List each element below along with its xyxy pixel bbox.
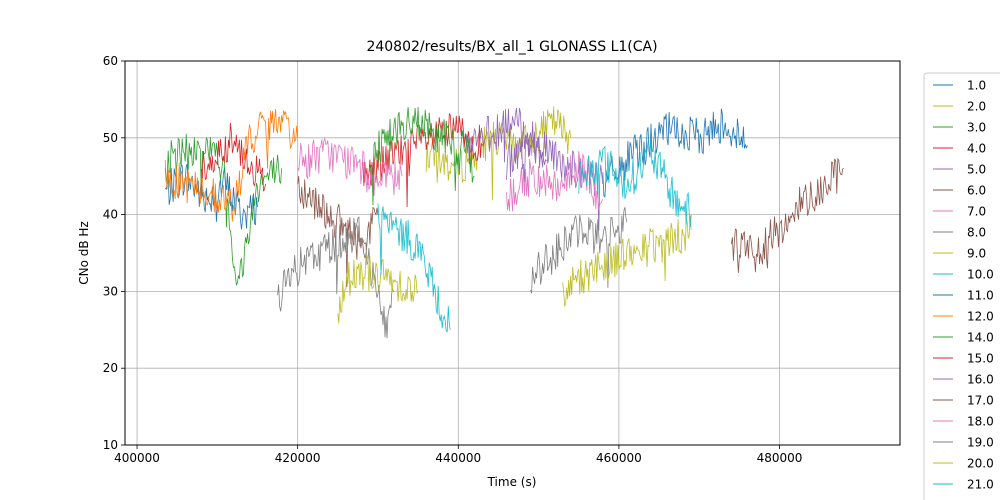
series-line [578,138,692,227]
series-line [730,157,844,273]
x-tick-label: 420000 [275,451,321,465]
series-line [369,106,475,206]
legend-label: 17.0 [967,394,994,408]
x-axis-label: Time (s) [487,475,537,489]
y-tick-label: 20 [103,361,118,375]
y-tick-label: 50 [103,131,118,145]
series-line [562,216,692,307]
legend-label: 15.0 [967,352,994,366]
x-tick-label: 480000 [757,451,803,465]
legend-label: 2.0 [967,100,986,114]
legend-label: 6.0 [967,184,986,198]
legend-label: 12.0 [967,310,994,324]
legend-label: 1.0 [967,79,986,93]
series-line [277,216,395,339]
x-tick-label: 400000 [114,451,160,465]
series-line [377,203,451,333]
legend-label: 16.0 [967,373,994,387]
y-tick-label: 60 [103,54,118,68]
series-line [361,112,483,208]
y-tick-label: 10 [103,438,118,452]
series-line [297,136,403,197]
legend-label: 11.0 [967,289,994,303]
legend-box [923,72,1000,500]
legend: 1.0 2.0 3.0 4.0 5.0 6.0 7.0 8.0 9.0 10.0 11.0 12.0 1… [923,72,1000,500]
series-line [164,133,282,286]
series-line [506,131,604,231]
ticks: 400000 420000 440000 460000 480000 10 20 30 40 50… [103,54,803,465]
series-line [200,122,266,192]
legend-label: 14.0 [967,331,994,345]
legend-label: 21.0 [967,478,994,492]
y-tick-label: 30 [103,284,118,298]
legend-label: 8.0 [967,226,986,240]
axes-frame [124,60,901,446]
series-line [297,175,379,288]
legend-label: 10.0 [967,268,994,282]
legend-label: 19.0 [967,436,994,450]
series-line [506,150,604,212]
legend-label: 20.0 [967,457,994,471]
chart-title: 240802/results/BX_all_1 GLONASS L1(CA) [366,39,657,55]
legend-label: 7.0 [967,205,986,219]
y-axis-label: CNo dB Hz [77,221,91,285]
legend-label: 5.0 [967,163,986,177]
legend-label: 9.0 [967,247,986,261]
series-line [164,108,299,222]
series-line [602,108,748,198]
series-layer [164,106,844,339]
legend-label: 3.0 [967,121,986,135]
x-tick-label: 460000 [596,451,642,465]
series-line [530,207,628,294]
y-tick-label: 40 [103,208,118,222]
legend-label: 4.0 [967,142,986,156]
series-line [164,163,258,230]
x-tick-label: 440000 [435,451,481,465]
legend-label: 18.0 [967,415,994,429]
series-line [337,254,419,324]
